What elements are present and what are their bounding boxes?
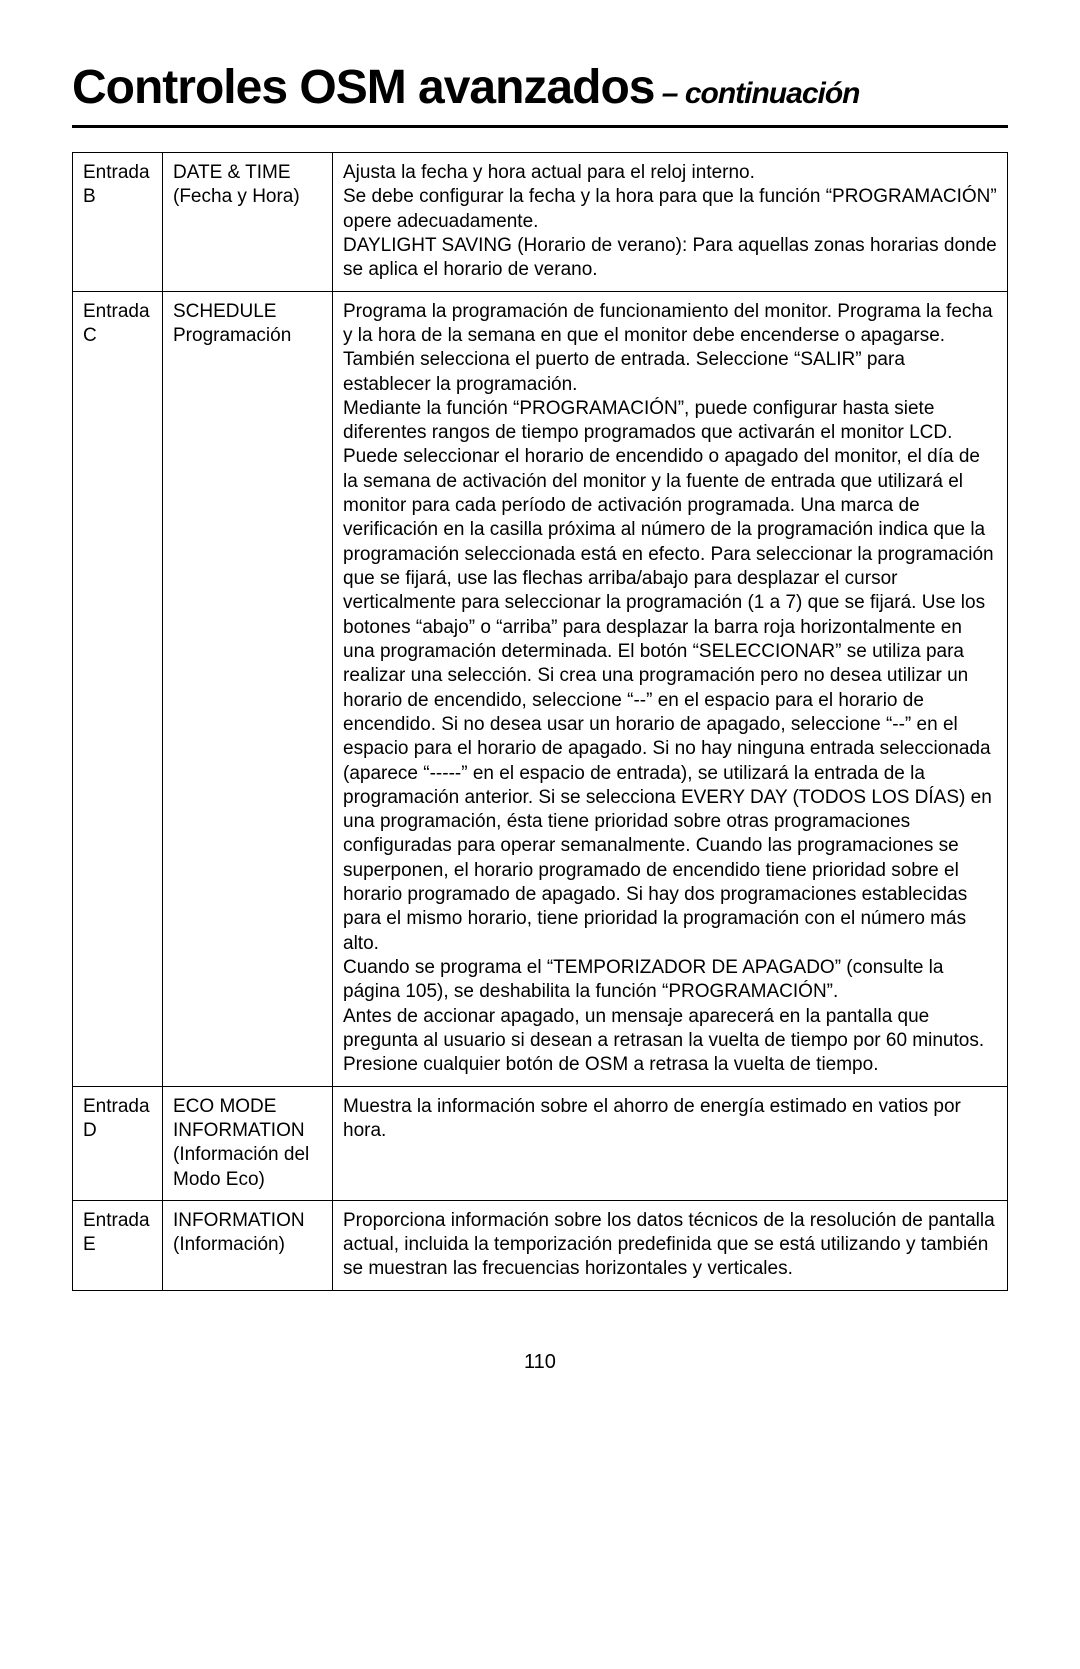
title-main: Controles OSM avanzados — [72, 61, 654, 114]
table-row: Entrada DECO MODE INFORMATION (Informaci… — [73, 1086, 1008, 1200]
title-subtitle: – continuación — [654, 77, 859, 110]
feature-cell: ECO MODE INFORMATION (Información del Mo… — [163, 1086, 333, 1200]
page-title: Controles OSM avanzados – continuación — [72, 60, 1008, 128]
description-cell: Ajusta la fecha y hora actual para el re… — [333, 153, 1008, 292]
feature-cell: DATE & TIME (Fecha y Hora) — [163, 153, 333, 292]
page-number: 110 — [72, 1351, 1008, 1374]
description-cell: Proporciona información sobre los datos … — [333, 1200, 1008, 1290]
entry-cell: Entrada B — [73, 153, 163, 292]
feature-cell: INFORMATION (Información) — [163, 1200, 333, 1290]
entry-cell: Entrada E — [73, 1200, 163, 1290]
description-cell: Muestra la información sobre el ahorro d… — [333, 1086, 1008, 1200]
description-cell: Programa la programación de funcionamien… — [333, 291, 1008, 1086]
entry-cell: Entrada C — [73, 291, 163, 1086]
controls-table: Entrada BDATE & TIME (Fecha y Hora)Ajust… — [72, 152, 1008, 1291]
table-row: Entrada CSCHEDULE ProgramaciónPrograma l… — [73, 291, 1008, 1086]
table-row: Entrada BDATE & TIME (Fecha y Hora)Ajust… — [73, 153, 1008, 292]
feature-cell: SCHEDULE Programación — [163, 291, 333, 1086]
entry-cell: Entrada D — [73, 1086, 163, 1200]
table-row: Entrada EINFORMATION (Información)Propor… — [73, 1200, 1008, 1290]
